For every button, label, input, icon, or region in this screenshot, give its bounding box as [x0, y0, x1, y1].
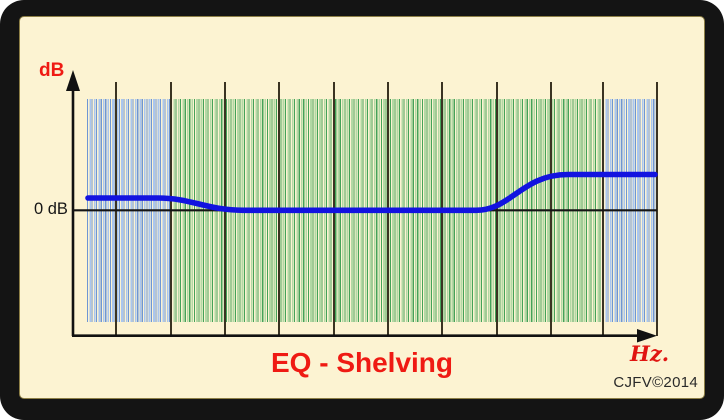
x-axis-arrowhead-icon	[637, 329, 657, 343]
y-axis-label: dB	[39, 60, 65, 81]
octave-divider	[602, 82, 604, 336]
octave-divider	[170, 82, 172, 336]
zero-db-label: 0 dB	[34, 200, 68, 218]
octave-divider	[115, 82, 117, 336]
octave-divider	[550, 82, 552, 336]
octave-divider	[496, 82, 498, 336]
y-axis-arrowhead-icon	[66, 70, 80, 91]
figure-title: EQ - Shelving	[270, 347, 454, 378]
eq-response-curve	[85, 171, 658, 214]
octave-divider	[656, 82, 658, 336]
credit-text: CJFV©2014	[613, 374, 698, 391]
x-axis-label: Hz.	[630, 341, 670, 366]
